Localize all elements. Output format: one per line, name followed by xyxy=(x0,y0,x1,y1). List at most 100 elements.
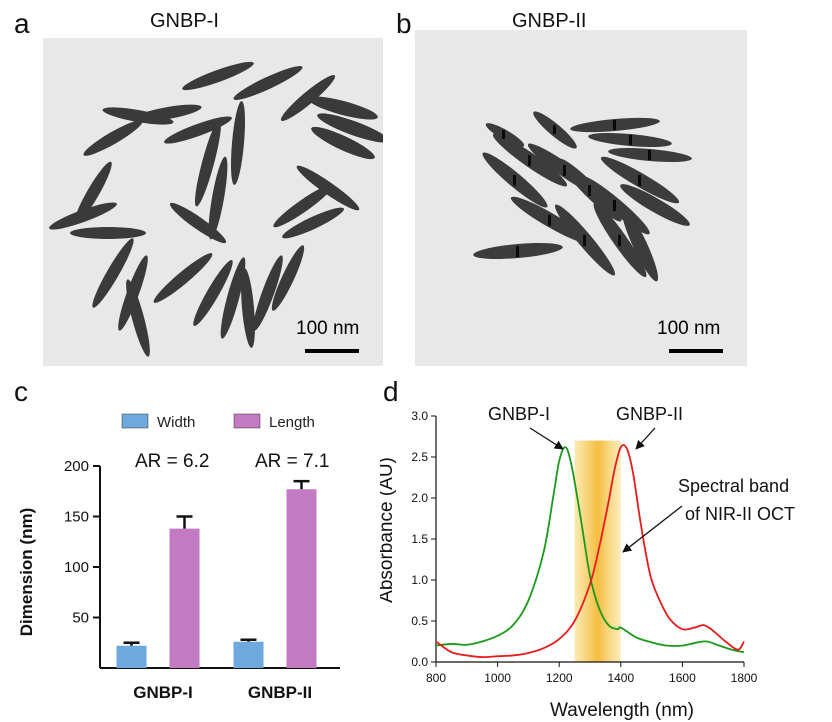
ar-annotation-2: AR = 7.1 xyxy=(255,451,329,472)
tem-particles-gnbp-i xyxy=(49,61,383,357)
scale-bar-label-b: 100 nm xyxy=(657,318,721,339)
legend: Width Length xyxy=(121,413,315,431)
legend-label-width: Width xyxy=(157,414,195,431)
particle-band-mark xyxy=(548,215,551,226)
y-tick-label: 0.0 xyxy=(411,655,428,669)
particle-band-mark xyxy=(613,200,616,211)
particle-band-mark xyxy=(553,125,556,134)
tem-particles-gnbp-ii xyxy=(473,111,692,282)
bar-width xyxy=(116,645,147,668)
legend-swatch-width xyxy=(121,413,149,429)
bar-chart-dimensions: Width Length AR = 6.2 AR = 7.1 Dimension… xyxy=(17,413,340,702)
nanoparticle xyxy=(70,227,146,239)
y-tick-label: 50 xyxy=(72,610,89,627)
arrow-gnbp-i xyxy=(529,427,564,450)
bar-length xyxy=(169,528,200,668)
tem-image-gnbp-i xyxy=(43,38,383,366)
y-tick-label: 0.5 xyxy=(411,614,428,628)
panel-a-title: GNBP-I xyxy=(150,10,219,32)
ar-annotation-1: AR = 6.2 xyxy=(135,451,209,472)
particle-band-mark xyxy=(613,120,616,130)
particle-band-mark xyxy=(502,130,505,139)
scale-bar-a xyxy=(305,349,359,353)
x-tick-label: GNBP-I xyxy=(133,683,193,702)
tem-image-gnbp-ii xyxy=(415,30,747,366)
x-tick-label: 1800 xyxy=(731,671,758,685)
y-tick-label: 200 xyxy=(64,458,89,475)
nanoparticle xyxy=(153,253,213,303)
bars: GNBP-I GNBP-II xyxy=(116,479,317,702)
nanoparticle xyxy=(280,75,336,121)
panel-b-title: GNBP-II xyxy=(512,10,587,32)
x-tick-label: 1200 xyxy=(546,671,573,685)
nanoparticle xyxy=(233,66,303,100)
y-axis-label: Dimension (nm) xyxy=(17,508,36,636)
legend-swatch-length xyxy=(233,413,261,429)
nanoparticle xyxy=(92,238,134,308)
nanoparticle xyxy=(241,268,255,348)
nanoparticle xyxy=(273,184,333,228)
x-tick-label: 1400 xyxy=(607,671,634,685)
nanoparticle xyxy=(317,113,383,143)
particle-band-mark xyxy=(516,246,519,257)
band-label-line-2: of NIR-II OCT xyxy=(685,504,795,524)
x-tick-label: 800 xyxy=(426,671,446,685)
arrow-gnbp-ii xyxy=(635,427,656,450)
curve-label-gnbp-ii: GNBP-II xyxy=(616,404,683,424)
nanoparticle xyxy=(126,279,150,357)
particle-band-mark xyxy=(638,175,641,186)
nanoparticle xyxy=(230,101,246,185)
series-line-gnbp-ii xyxy=(435,444,745,658)
arrow-band xyxy=(622,505,683,553)
line-chart-absorbance: 0.0 0.5 1.0 1.5 2.0 2.5 3.0 800 1000 1200 1400 1600… xyxy=(380,404,795,721)
nanoparticle xyxy=(169,202,227,244)
panel-letter-a: a xyxy=(14,8,30,39)
nanoparticle xyxy=(220,257,246,339)
nanoparticle xyxy=(208,156,228,240)
x-tick-label: GNBP-II xyxy=(248,683,312,702)
y-tick-label: 2.5 xyxy=(411,450,428,464)
nanoparticle xyxy=(193,259,233,327)
nanoparticle xyxy=(253,255,283,331)
bar-width xyxy=(233,641,264,668)
spectra xyxy=(435,444,745,658)
nanoparticle xyxy=(83,120,143,156)
scale-bar-b xyxy=(669,349,723,353)
particle-band-mark xyxy=(629,135,632,145)
particle-band-mark xyxy=(648,150,651,160)
y-tick-label: 100 xyxy=(64,559,89,576)
nanoparticle xyxy=(621,208,659,282)
curve-label-gnbp-i: GNBP-I xyxy=(488,404,550,424)
particle-band-mark xyxy=(528,155,531,166)
axes: 0.0 0.5 1.0 1.5 2.0 2.5 3.0 800 1000 1200 1400 1600… xyxy=(411,409,757,685)
particle-band-mark xyxy=(513,175,516,186)
band-label-line-1: Spectral band xyxy=(678,476,789,496)
nanoparticle xyxy=(182,61,254,91)
nanoparticle xyxy=(74,161,112,225)
nanoparticle xyxy=(282,207,344,239)
y-tick-label: 1.5 xyxy=(411,532,428,546)
particle-band-mark xyxy=(588,185,591,196)
nanoparticle xyxy=(49,202,117,230)
nanoparticle xyxy=(620,184,690,226)
y-axis-label: Absorbance (AU) xyxy=(380,457,397,603)
y-tick-label: 2.0 xyxy=(411,491,428,505)
nanoparticle xyxy=(271,245,305,311)
series-line-gnbp-i xyxy=(435,446,745,654)
x-tick-label: 1600 xyxy=(669,671,696,685)
particle-band-mark xyxy=(563,165,566,176)
x-tick-label: 1000 xyxy=(484,671,511,685)
nanoparticle xyxy=(311,126,375,160)
nanoparticle xyxy=(164,116,232,144)
particle-band-mark xyxy=(618,235,621,246)
nanoparticle xyxy=(134,104,202,122)
y-tick-label: 150 xyxy=(64,509,89,526)
panel-letter-d: d xyxy=(383,376,399,407)
legend-label-length: Length xyxy=(269,414,315,431)
nanoparticle xyxy=(194,119,222,207)
panel-letter-b: b xyxy=(396,8,412,39)
bar-length xyxy=(286,489,317,668)
panel-letter-c: c xyxy=(14,376,28,407)
scale-bar-label-a: 100 nm xyxy=(296,318,360,339)
x-axis-label: Wavelength (nm) xyxy=(550,700,694,721)
